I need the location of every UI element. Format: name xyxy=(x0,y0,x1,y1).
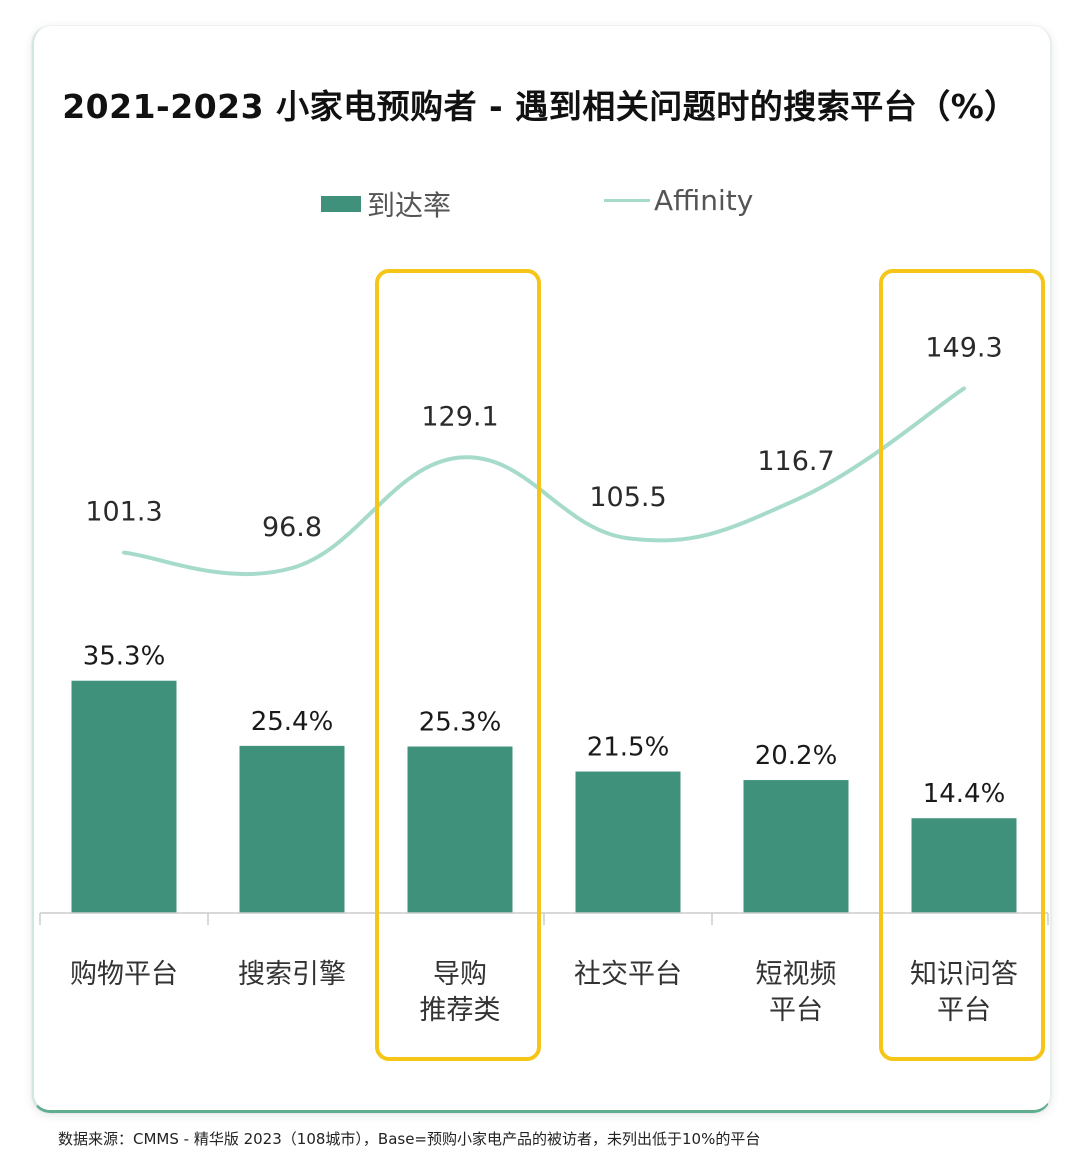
legend-item-line: Affinity xyxy=(604,184,753,217)
category-label: 导购 xyxy=(433,959,487,990)
category-label: 搜索引擎 xyxy=(238,959,346,990)
highlight-box xyxy=(879,269,1045,1061)
bar-value-label: 35.3% xyxy=(83,642,166,672)
legend: 到达率 Affinity xyxy=(0,184,1080,224)
category-label: 平台 xyxy=(769,995,823,1026)
bar xyxy=(911,818,1017,913)
legend-line-swatch xyxy=(604,199,650,202)
affinity-value-label: 129.1 xyxy=(421,402,498,433)
bar-value-label: 21.5% xyxy=(587,733,670,763)
legend-bar-label: 到达率 xyxy=(367,189,452,222)
category-label: 平台 xyxy=(937,995,991,1026)
bar xyxy=(71,680,177,913)
bar xyxy=(743,780,849,913)
bar xyxy=(239,745,345,913)
affinity-value-label: 149.3 xyxy=(925,332,1002,363)
bar xyxy=(575,771,681,913)
legend-item-bar: 到达率 xyxy=(321,184,451,224)
bar-value-label: 14.4% xyxy=(923,779,1006,809)
category-label: 社交平台 xyxy=(574,959,682,990)
affinity-value-label: 96.8 xyxy=(262,512,322,543)
affinity-value-label: 101.3 xyxy=(85,497,162,528)
legend-bar-swatch xyxy=(321,196,361,212)
category-label: 推荐类 xyxy=(420,995,501,1026)
bar-value-label: 25.4% xyxy=(251,707,334,737)
category-label: 知识问答 xyxy=(910,959,1018,990)
affinity-line xyxy=(122,386,966,577)
bar-value-label: 25.3% xyxy=(419,708,502,738)
affinity-value-label: 116.7 xyxy=(757,446,834,477)
bar xyxy=(407,746,513,913)
category-label: 短视频 xyxy=(756,959,837,990)
chart-title: 2021-2023 小家电预购者 - 遇到相关问题时的搜索平台（%） xyxy=(62,87,1018,126)
affinity-value-label: 105.5 xyxy=(589,482,666,513)
category-label: 购物平台 xyxy=(70,959,178,990)
legend-line-label: Affinity xyxy=(654,184,754,217)
footnote: 数据来源：CMMS - 精华版 2023（108城市），Base=预购小家电产品… xyxy=(58,1130,761,1148)
bar-value-label: 20.2% xyxy=(755,741,838,771)
highlight-box xyxy=(375,269,541,1061)
